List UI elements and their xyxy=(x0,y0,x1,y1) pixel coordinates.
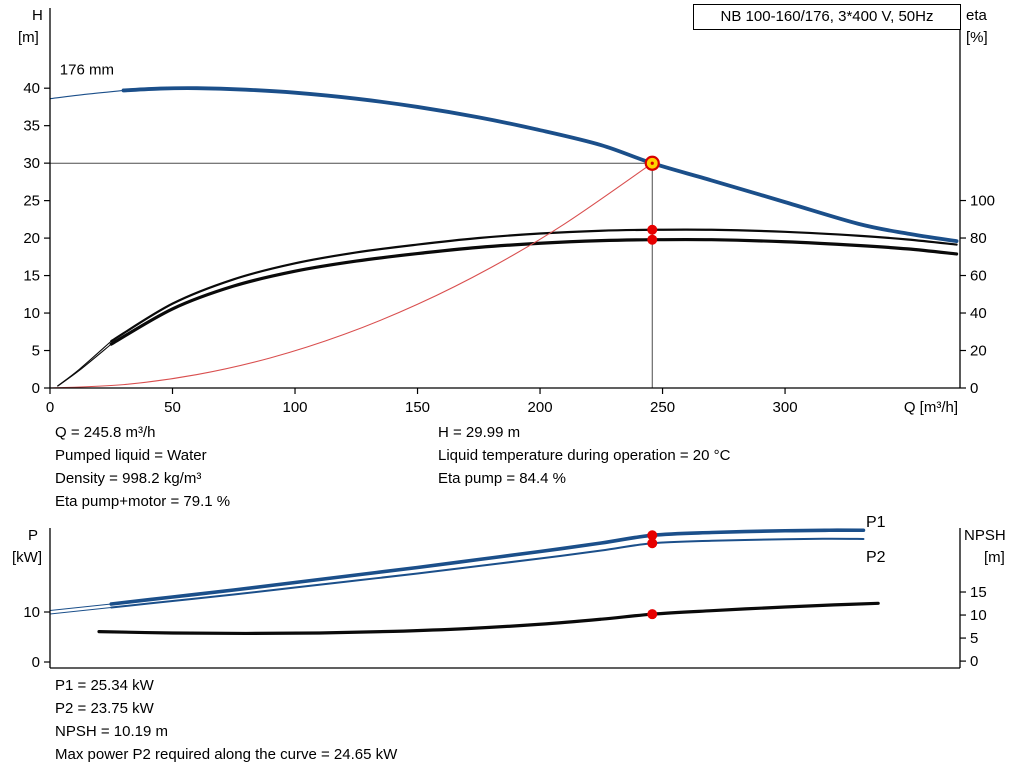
eta-pump-curve-thin-start xyxy=(57,340,112,387)
operating-dot xyxy=(647,234,658,245)
y-right-axis-title: NPSH xyxy=(964,527,1006,544)
operating-dot xyxy=(647,609,658,620)
x-tick-label: 250 xyxy=(650,399,675,416)
operating-dot xyxy=(647,538,658,549)
y-right-tick-label: 20 xyxy=(970,343,987,360)
x-tick-label: 150 xyxy=(405,399,430,416)
y-left-tick-label: 5 xyxy=(32,343,40,360)
x-tick-label: 50 xyxy=(164,399,181,416)
y-left-tick-label: 35 xyxy=(23,118,40,135)
y-right-tick-label: 100 xyxy=(970,193,995,210)
y-left-axis-title: P xyxy=(28,527,38,544)
duty-info-block: Q = 245.8 m³/h Pumped liquid = Water Den… xyxy=(55,421,730,513)
y-left-tick-label: 15 xyxy=(23,268,40,285)
info-line-eta-pump-motor: Eta pump+motor = 79.1 % xyxy=(55,493,231,510)
eta-pump-motor-curve-thin-start xyxy=(57,343,112,387)
series-label-p1: P1 xyxy=(866,514,886,531)
operating-dot xyxy=(647,530,658,541)
y-right-axis-title: eta xyxy=(966,7,988,24)
info-line-flow: Q = 245.8 m³/h xyxy=(55,424,156,441)
info-line-temperature: Liquid temperature during operation = 20… xyxy=(438,447,731,464)
p1-curve-thin-start xyxy=(49,603,112,612)
y-left-axis-title: H xyxy=(32,7,43,24)
eta-pump-motor-curve xyxy=(109,237,959,346)
y-left-tick-label: 30 xyxy=(23,155,40,172)
power-info-block: P1 = 25.34 kW P2 = 23.75 kW NPSH = 10.19… xyxy=(55,674,397,766)
npsh-curve xyxy=(97,601,880,636)
p2-curve xyxy=(110,537,865,609)
y-right-tick-label: 40 xyxy=(970,305,987,322)
y-left-tick-label: 10 xyxy=(23,604,40,621)
pump-model-title: NB 100-160/176, 3*400 V, 50Hz xyxy=(693,4,961,30)
series-label-p2: P2 xyxy=(866,549,886,566)
head-curve-176mm-thin-start xyxy=(49,89,124,100)
info-line-p1: P1 = 25.34 kW xyxy=(55,677,154,694)
y-left-tick-label: 0 xyxy=(32,654,40,671)
eta-pump-curve xyxy=(110,228,958,343)
info-line-max-power: Max power P2 required along the curve = … xyxy=(55,746,398,763)
y-right-tick-label: 0 xyxy=(970,653,978,670)
curve-annotation-impeller: 176 mm xyxy=(60,62,114,79)
y-right-tick-label: 5 xyxy=(970,630,978,647)
x-tick-label: 300 xyxy=(773,399,798,416)
head-curve-176mm xyxy=(121,86,959,243)
y-right-tick-label: 80 xyxy=(970,230,987,247)
y-right-tick-label: 0 xyxy=(970,380,978,397)
info-line-eta-pump: Eta pump = 84.4 % xyxy=(438,470,566,487)
y-right-axis-unit: [%] xyxy=(966,29,988,46)
x-tick-label: 200 xyxy=(528,399,553,416)
x-tick-label: 0 xyxy=(46,399,54,416)
p2-curve-thin-start xyxy=(49,606,112,615)
duty-info-right-column: H = 29.99 m Liquid temperature during op… xyxy=(438,421,730,513)
qh-eta-chart: 0 50 100 150 200 250 300 0 5 10 15 20 25 30 35 40 0 20 40 6… xyxy=(18,7,995,416)
info-line-p2: P2 = 23.75 kW xyxy=(55,700,154,717)
operating-dot xyxy=(647,224,658,235)
y-left-tick-label: 0 xyxy=(32,380,40,397)
y-left-tick-label: 10 xyxy=(23,305,40,322)
x-tick-label: 100 xyxy=(283,399,308,416)
info-line-liquid: Pumped liquid = Water xyxy=(55,447,207,464)
system-curve xyxy=(49,162,653,389)
y-right-axis-unit: [m] xyxy=(984,549,1005,566)
info-line-head: H = 29.99 m xyxy=(438,424,521,441)
info-line-npsh: NPSH = 10.19 m xyxy=(55,723,168,740)
y-left-axis-unit: [kW] xyxy=(12,549,42,566)
y-left-tick-label: 20 xyxy=(23,230,40,247)
y-right-tick-label: 15 xyxy=(970,584,987,601)
duty-info-left-column: Q = 245.8 m³/h Pumped liquid = Water Den… xyxy=(55,421,438,513)
y-left-tick-label: 25 xyxy=(23,193,40,210)
y-right-tick-label: 10 xyxy=(970,607,987,624)
duty-point-center xyxy=(650,161,654,165)
p1-curve xyxy=(109,528,866,606)
y-right-tick-label: 60 xyxy=(970,268,987,285)
x-axis-title: Q [m³/h] xyxy=(904,399,958,416)
y-left-tick-label: 40 xyxy=(23,80,40,97)
power-npsh-chart: P1 P2 0 10 0 5 10 15 P [kW] NPSH [m] xyxy=(12,514,1006,671)
y-left-axis-unit: [m] xyxy=(18,29,39,46)
info-line-density: Density = 998.2 kg/m³ xyxy=(55,470,202,487)
